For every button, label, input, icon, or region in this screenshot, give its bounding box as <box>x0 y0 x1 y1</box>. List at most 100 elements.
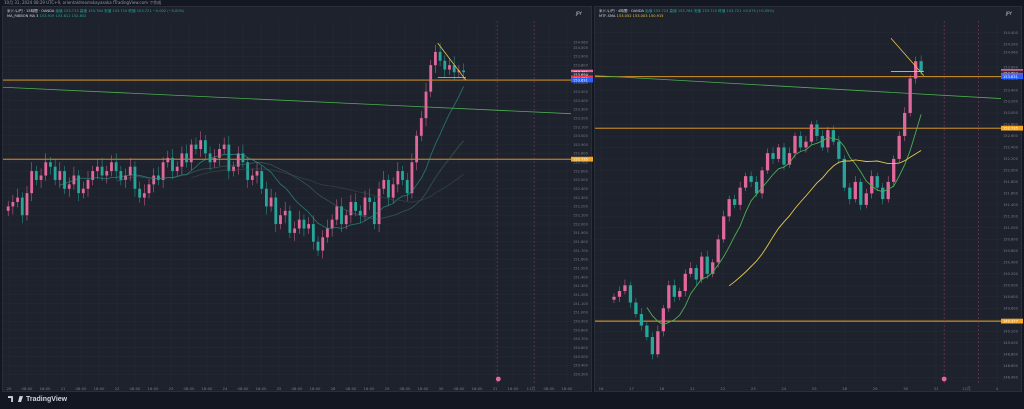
x-tick-label: 08:00 <box>130 386 142 391</box>
candle-body <box>798 135 803 148</box>
y-tick-label: 153.500 <box>573 90 589 94</box>
x-tick-label: 30 <box>439 386 444 391</box>
price-axis-label-bg <box>1001 318 1023 324</box>
candle-body <box>623 285 627 292</box>
candle-body <box>864 193 868 205</box>
candle-body <box>344 215 348 225</box>
y-tick-label: 152.000 <box>1003 169 1019 173</box>
candle-body <box>727 199 731 217</box>
x-tick-label: 31 <box>493 386 498 391</box>
trend-line-upper <box>890 37 925 76</box>
candle-body <box>913 61 918 79</box>
candle-body <box>110 162 113 172</box>
ma-ribbon-fast <box>59 86 465 229</box>
candle-body <box>634 302 638 315</box>
y-tick-label: 151.900 <box>573 231 589 235</box>
y-tick-label: 153.000 <box>1003 111 1019 115</box>
currency-label: JPY <box>1005 11 1013 16</box>
y-tick-label: 151.300 <box>573 284 589 288</box>
chart-header-text: 10月 31, 2024 08:29 UTC+9, orientaldreams… <box>4 0 162 5</box>
candle-body <box>382 179 386 189</box>
x-tick-label: 22 <box>720 386 725 391</box>
price-axis-label-bg <box>571 156 593 162</box>
left-chart-pane[interactable]: 米ドル/円 · 15時間 · OANDA 始値 153.713 高値 153.7… <box>2 6 593 392</box>
y-tick-label: 151.600 <box>1003 192 1019 196</box>
candle-body <box>831 130 836 142</box>
y-tick-label: 151.100 <box>573 302 589 306</box>
candle-body <box>199 140 203 150</box>
candle-body <box>246 162 250 180</box>
y-tick-label: 153.800 <box>573 63 589 67</box>
candle-body <box>405 179 409 194</box>
candle-body <box>274 197 278 225</box>
price-axis-label: 153.694 <box>573 73 589 77</box>
long-term-ma-line <box>595 75 1002 99</box>
y-tick-label: 148.400 <box>1003 376 1019 380</box>
candle-body <box>826 130 830 148</box>
right-chart-pane[interactable]: 米ドル/円 · 4時間 · OANDA 始値 153.723 高値 153.76… <box>594 6 1023 392</box>
x-tick-label: 25 <box>812 386 817 391</box>
candle-body <box>293 228 296 233</box>
candle-body <box>415 135 419 163</box>
price-axis-label-bg <box>1001 125 1023 131</box>
x-tick-label: 16:00 <box>40 386 52 391</box>
currency-label: JPY <box>575 11 583 16</box>
candle-body <box>448 65 451 70</box>
candle-body <box>30 171 34 194</box>
candle-body <box>897 135 901 159</box>
x-tick-label: 16:00 <box>94 386 106 391</box>
candle-body <box>264 188 268 207</box>
candle-body <box>63 171 66 189</box>
candle-body <box>58 171 62 180</box>
candle-body <box>396 171 400 185</box>
candle-body <box>612 296 616 300</box>
candle-body <box>639 314 644 326</box>
y-tick-label: 152.800 <box>1003 123 1019 127</box>
candle-body <box>443 60 447 70</box>
y-tick-label: 154.200 <box>1003 42 1019 46</box>
left-legend-indicator: MA_RIBBON MA 3 153.919 153.811 152.802 <box>7 14 87 18</box>
candle-body <box>661 308 665 332</box>
candle-body <box>387 179 390 198</box>
y-tick-label: 151.600 <box>573 258 589 262</box>
event-marker-icon <box>941 376 947 382</box>
price-axis-label-bg <box>571 72 593 77</box>
candle-body <box>138 188 142 198</box>
candle-body <box>892 158 896 182</box>
candle-body <box>95 166 99 172</box>
y-tick-label: 152.100 <box>573 214 589 218</box>
y-tick-label: 152.400 <box>1003 146 1019 150</box>
y-tick-label: 152.600 <box>573 169 589 173</box>
candle-body <box>213 157 217 163</box>
x-tick-label: 28 <box>842 386 847 391</box>
candle-body <box>853 181 857 200</box>
candle-body <box>157 175 160 180</box>
y-tick-label: 154.000 <box>573 46 589 50</box>
candle-body <box>180 153 184 167</box>
tradingview-logo[interactable]: TradingView <box>8 396 67 403</box>
x-tick-label: 08:00 <box>184 386 196 391</box>
x-tick-label: 08:00 <box>292 386 304 391</box>
candle-body <box>645 325 649 338</box>
candle-body <box>776 147 781 159</box>
candle-body <box>340 206 343 225</box>
candle-body <box>152 175 156 185</box>
candle-body <box>128 166 132 176</box>
y-tick-label: 151.000 <box>573 311 589 315</box>
candle-body <box>147 184 151 194</box>
x-tick-label: 16:00 <box>310 386 322 391</box>
candle-body <box>326 228 329 238</box>
candle-body <box>391 184 395 198</box>
sma-long-line <box>728 150 922 287</box>
y-tick-label: 153.200 <box>573 116 589 120</box>
tradingview-logo-icon-2 <box>18 396 23 403</box>
y-tick-label: 150.400 <box>573 364 589 368</box>
right-legend-symbol: 米ドル/円 · 4時間 · OANDA 始値 153.723 高値 153.76… <box>599 9 775 13</box>
x-tick-label: 24 <box>223 386 228 391</box>
candle-body <box>86 179 90 189</box>
y-tick-label: 150.600 <box>573 346 589 350</box>
ma-ribbon-mid <box>116 140 464 220</box>
candle-body <box>820 135 825 148</box>
price-axis-label: 153.631 <box>573 78 588 82</box>
candle-body <box>743 176 748 188</box>
